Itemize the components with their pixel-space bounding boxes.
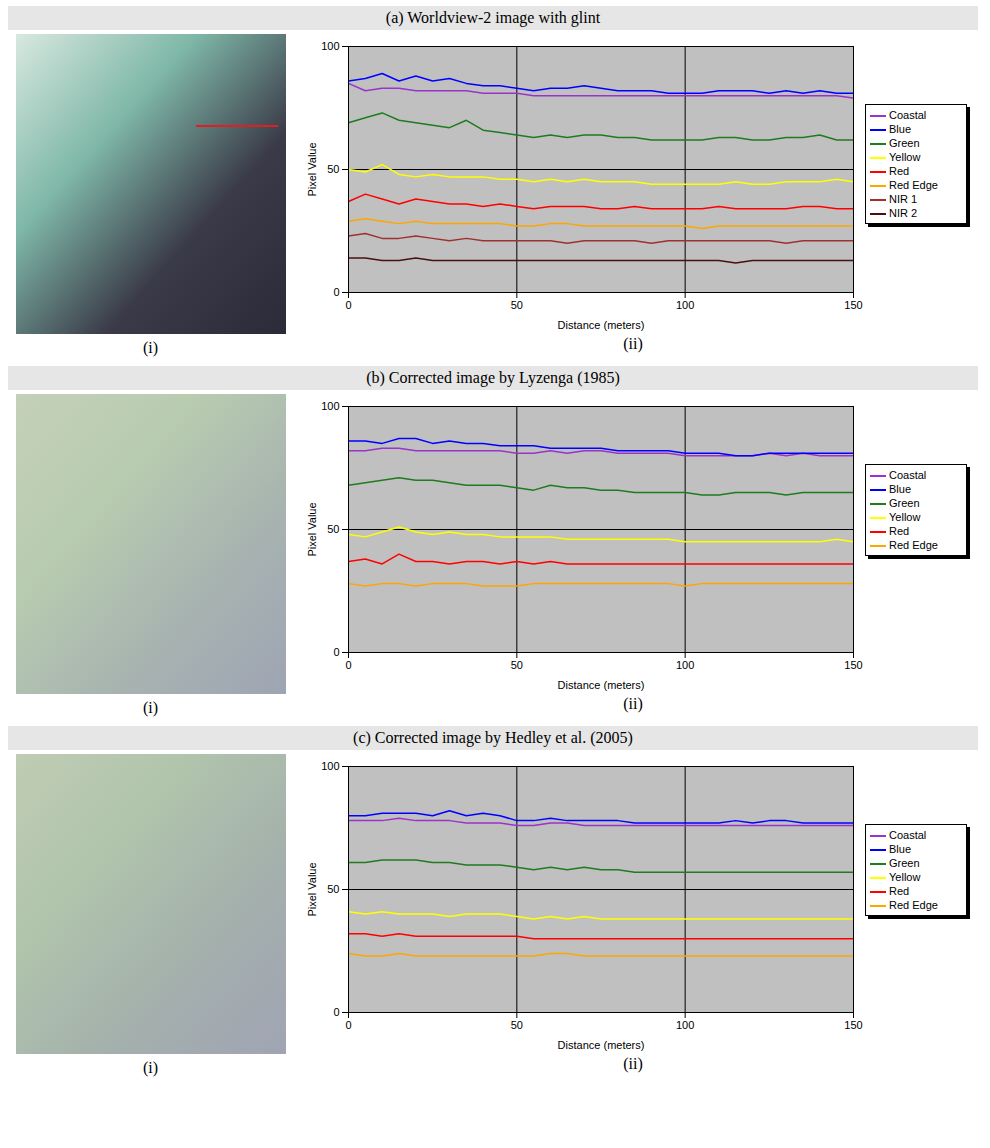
html-text:Green: Green — [889, 857, 920, 869]
svg-text:Distance (meters): Distance (meters) — [558, 679, 645, 691]
html-text:(i): (i) — [142, 699, 158, 716]
svg-text:100: 100 — [676, 659, 694, 671]
svg-text:0: 0 — [345, 299, 351, 311]
svg-text:100: 100 — [321, 400, 339, 412]
html-text:Coastal: Coastal — [889, 469, 927, 481]
svg-text:50: 50 — [511, 659, 523, 671]
html-text:Blue: Blue — [889, 123, 911, 135]
svg-text:150: 150 — [844, 1019, 862, 1031]
html-text:Red: Red — [889, 165, 910, 177]
html-text:(a) Worldview-2 image with gli: (a) Worldview-2 image with glint — [385, 9, 601, 26]
svg-text:0: 0 — [345, 1019, 351, 1031]
html-text:(c) Corrected image by Hedley: (c) Corrected image by Hedley et al. (20… — [353, 729, 633, 746]
svg-text:0: 0 — [345, 659, 351, 671]
html-text:(ii): (ii) — [623, 335, 643, 352]
html-text:(ii): (ii) — [623, 1055, 643, 1072]
html-text:Green: Green — [889, 497, 920, 509]
html-text:Coastal: Coastal — [889, 829, 927, 841]
html-text:Red Edge: Red Edge — [889, 539, 938, 551]
html-text:Green: Green — [889, 137, 920, 149]
html-text:(ii): (ii) — [623, 695, 643, 712]
svg-text:50: 50 — [511, 1019, 523, 1031]
html-text:(b) Corrected image by Lyzenga: (b) Corrected image by Lyzenga (1985) — [366, 369, 620, 386]
html-text:Coastal: Coastal — [889, 109, 927, 121]
svg-text:100: 100 — [676, 299, 694, 311]
svg-text:150: 150 — [844, 299, 862, 311]
html-text:NIR 2: NIR 2 — [889, 207, 918, 219]
html-text:(i): (i) — [142, 339, 158, 356]
html-text:Red Edge: Red Edge — [889, 899, 938, 911]
html-text:NIR 1: NIR 1 — [889, 193, 918, 205]
svg-text:50: 50 — [511, 299, 523, 311]
svg-text:Pixel Value: Pixel Value — [306, 142, 318, 196]
svg-text:Pixel Value: Pixel Value — [306, 862, 318, 916]
html-text:(i): (i) — [142, 1059, 158, 1076]
html-text:Blue: Blue — [889, 483, 911, 495]
svg-text:0: 0 — [333, 286, 339, 298]
svg-text:0: 0 — [333, 1006, 339, 1018]
html-text:Red Edge: Red Edge — [889, 179, 938, 191]
html-text:Blue: Blue — [889, 843, 911, 855]
svg-text:50: 50 — [327, 163, 339, 175]
svg-text:50: 50 — [327, 523, 339, 535]
html-text:Red: Red — [889, 525, 910, 537]
svg-text:Pixel Value: Pixel Value — [306, 502, 318, 556]
svg-text:Distance (meters): Distance (meters) — [558, 1039, 645, 1051]
svg-text:150: 150 — [844, 659, 862, 671]
svg-text:Distance (meters): Distance (meters) — [558, 319, 645, 331]
html-text:Yellow: Yellow — [889, 871, 921, 883]
svg-text:100: 100 — [321, 760, 339, 772]
svg-text:0: 0 — [333, 646, 339, 658]
html-text:Red: Red — [889, 885, 910, 897]
html-text:Yellow: Yellow — [889, 151, 921, 163]
svg-text:100: 100 — [676, 1019, 694, 1031]
svg-text:50: 50 — [327, 883, 339, 895]
svg-text:100: 100 — [321, 40, 339, 52]
html-text:Yellow: Yellow — [889, 511, 921, 523]
